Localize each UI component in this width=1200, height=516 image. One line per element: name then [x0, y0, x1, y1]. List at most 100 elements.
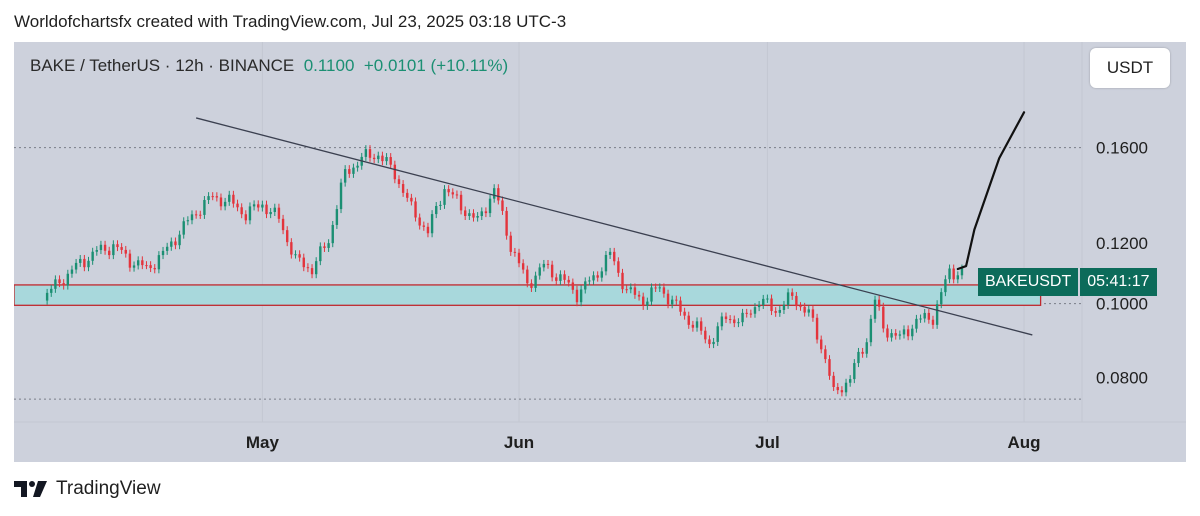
candle-body: [99, 244, 103, 251]
candle-body: [335, 209, 339, 225]
candle-body: [492, 188, 496, 199]
candle-body: [844, 382, 848, 393]
footer-brand: TradingView: [56, 478, 161, 499]
candle-body: [579, 289, 583, 303]
candle-body: [629, 287, 632, 290]
candle-body: [538, 267, 541, 276]
chart-caption: Worldofchartsfx created with TradingView…: [14, 12, 567, 31]
candle-body: [277, 207, 281, 219]
candle-body: [207, 196, 210, 200]
candle-body: [600, 271, 604, 278]
candle-body: [58, 279, 61, 284]
candle-body: [459, 194, 463, 211]
candle-body: [774, 311, 777, 313]
candle-body: [244, 214, 248, 221]
candle-body: [343, 169, 347, 183]
tradingview-logo-icon: [14, 481, 47, 497]
candle-body: [906, 329, 910, 337]
projection-drawing: [956, 111, 1026, 271]
candle-body: [654, 287, 657, 289]
candle-body: [248, 206, 252, 221]
candle-body: [828, 359, 831, 376]
candle-body: [679, 300, 682, 312]
price-axis-label: 0.1000: [1096, 295, 1148, 314]
candle-body: [190, 214, 194, 221]
candle-body: [762, 298, 765, 306]
candle-body: [617, 261, 620, 273]
candle-body: [898, 334, 902, 336]
candle-body: [683, 311, 686, 316]
last-price: 0.1100: [303, 56, 355, 75]
candle-body: [670, 299, 674, 305]
candle-body: [501, 200, 504, 211]
candle-body: [770, 298, 773, 312]
candle-body: [377, 155, 380, 160]
candlestick-chart[interactable]: 0.20000.16000.12000.10000.0800MayJunJulA…: [14, 42, 1186, 462]
time-axis-label: Jul: [755, 433, 780, 452]
candle-body: [141, 260, 144, 266]
candle-body: [621, 272, 624, 290]
candle-body: [257, 204, 260, 208]
chart-area[interactable]: 0.20000.16000.12000.10000.0800MayJunJulA…: [14, 42, 1186, 462]
candle-body: [62, 283, 65, 286]
candle-body: [517, 252, 521, 264]
candle-body: [128, 253, 132, 268]
candle-body: [766, 298, 769, 300]
price-tag-countdown: 05:41:17: [1080, 268, 1157, 296]
candle-body: [103, 244, 107, 251]
candle-body: [882, 306, 885, 329]
candle-body: [331, 224, 334, 244]
candle-body: [327, 243, 330, 248]
candle-body: [95, 250, 98, 252]
candle-body: [708, 339, 711, 345]
candle-body: [749, 313, 753, 315]
candle-body: [811, 309, 815, 318]
candle-body: [691, 324, 695, 328]
candle-body: [70, 269, 74, 274]
candle-body: [488, 198, 492, 214]
candle-body: [468, 213, 471, 216]
candle-body: [352, 167, 355, 174]
candle-body: [803, 306, 806, 313]
candle-body: [422, 225, 426, 227]
time-axis-label: May: [246, 433, 280, 452]
candle-body: [323, 246, 326, 248]
candle-body: [286, 230, 289, 243]
candle-body: [575, 289, 579, 303]
candle-body: [886, 328, 889, 338]
candle-body: [521, 263, 525, 270]
candle-body: [339, 182, 343, 210]
currency-button[interactable]: USDT: [1090, 48, 1170, 88]
candle-body: [484, 211, 488, 214]
candle-body: [439, 204, 442, 206]
candle-body: [240, 207, 243, 215]
candle-body: [815, 317, 819, 340]
candle-body: [782, 304, 786, 310]
candle-body: [927, 312, 931, 320]
candle-body: [559, 274, 562, 281]
candle-body: [902, 329, 906, 335]
candle-body: [319, 246, 322, 262]
candle-body: [54, 279, 57, 289]
candle-body: [550, 264, 554, 278]
candle-body: [430, 214, 434, 234]
candle-body: [704, 330, 707, 340]
candle-body: [877, 299, 881, 307]
candle-body: [662, 287, 666, 294]
candle-body: [505, 210, 508, 236]
candle-body: [281, 218, 285, 231]
candle-body: [136, 260, 140, 266]
candle-body: [310, 268, 314, 275]
candle-body: [728, 319, 732, 321]
candle-body: [720, 316, 724, 327]
candle-body: [724, 316, 728, 320]
candle-body: [476, 216, 479, 218]
candle-body: [170, 241, 173, 247]
candle-body: [712, 341, 715, 345]
candle-body: [923, 312, 926, 319]
candle-body: [182, 221, 185, 235]
candle-body: [948, 268, 951, 280]
candle-body: [940, 292, 943, 305]
candle-body: [873, 299, 877, 319]
candle-body: [480, 211, 483, 217]
